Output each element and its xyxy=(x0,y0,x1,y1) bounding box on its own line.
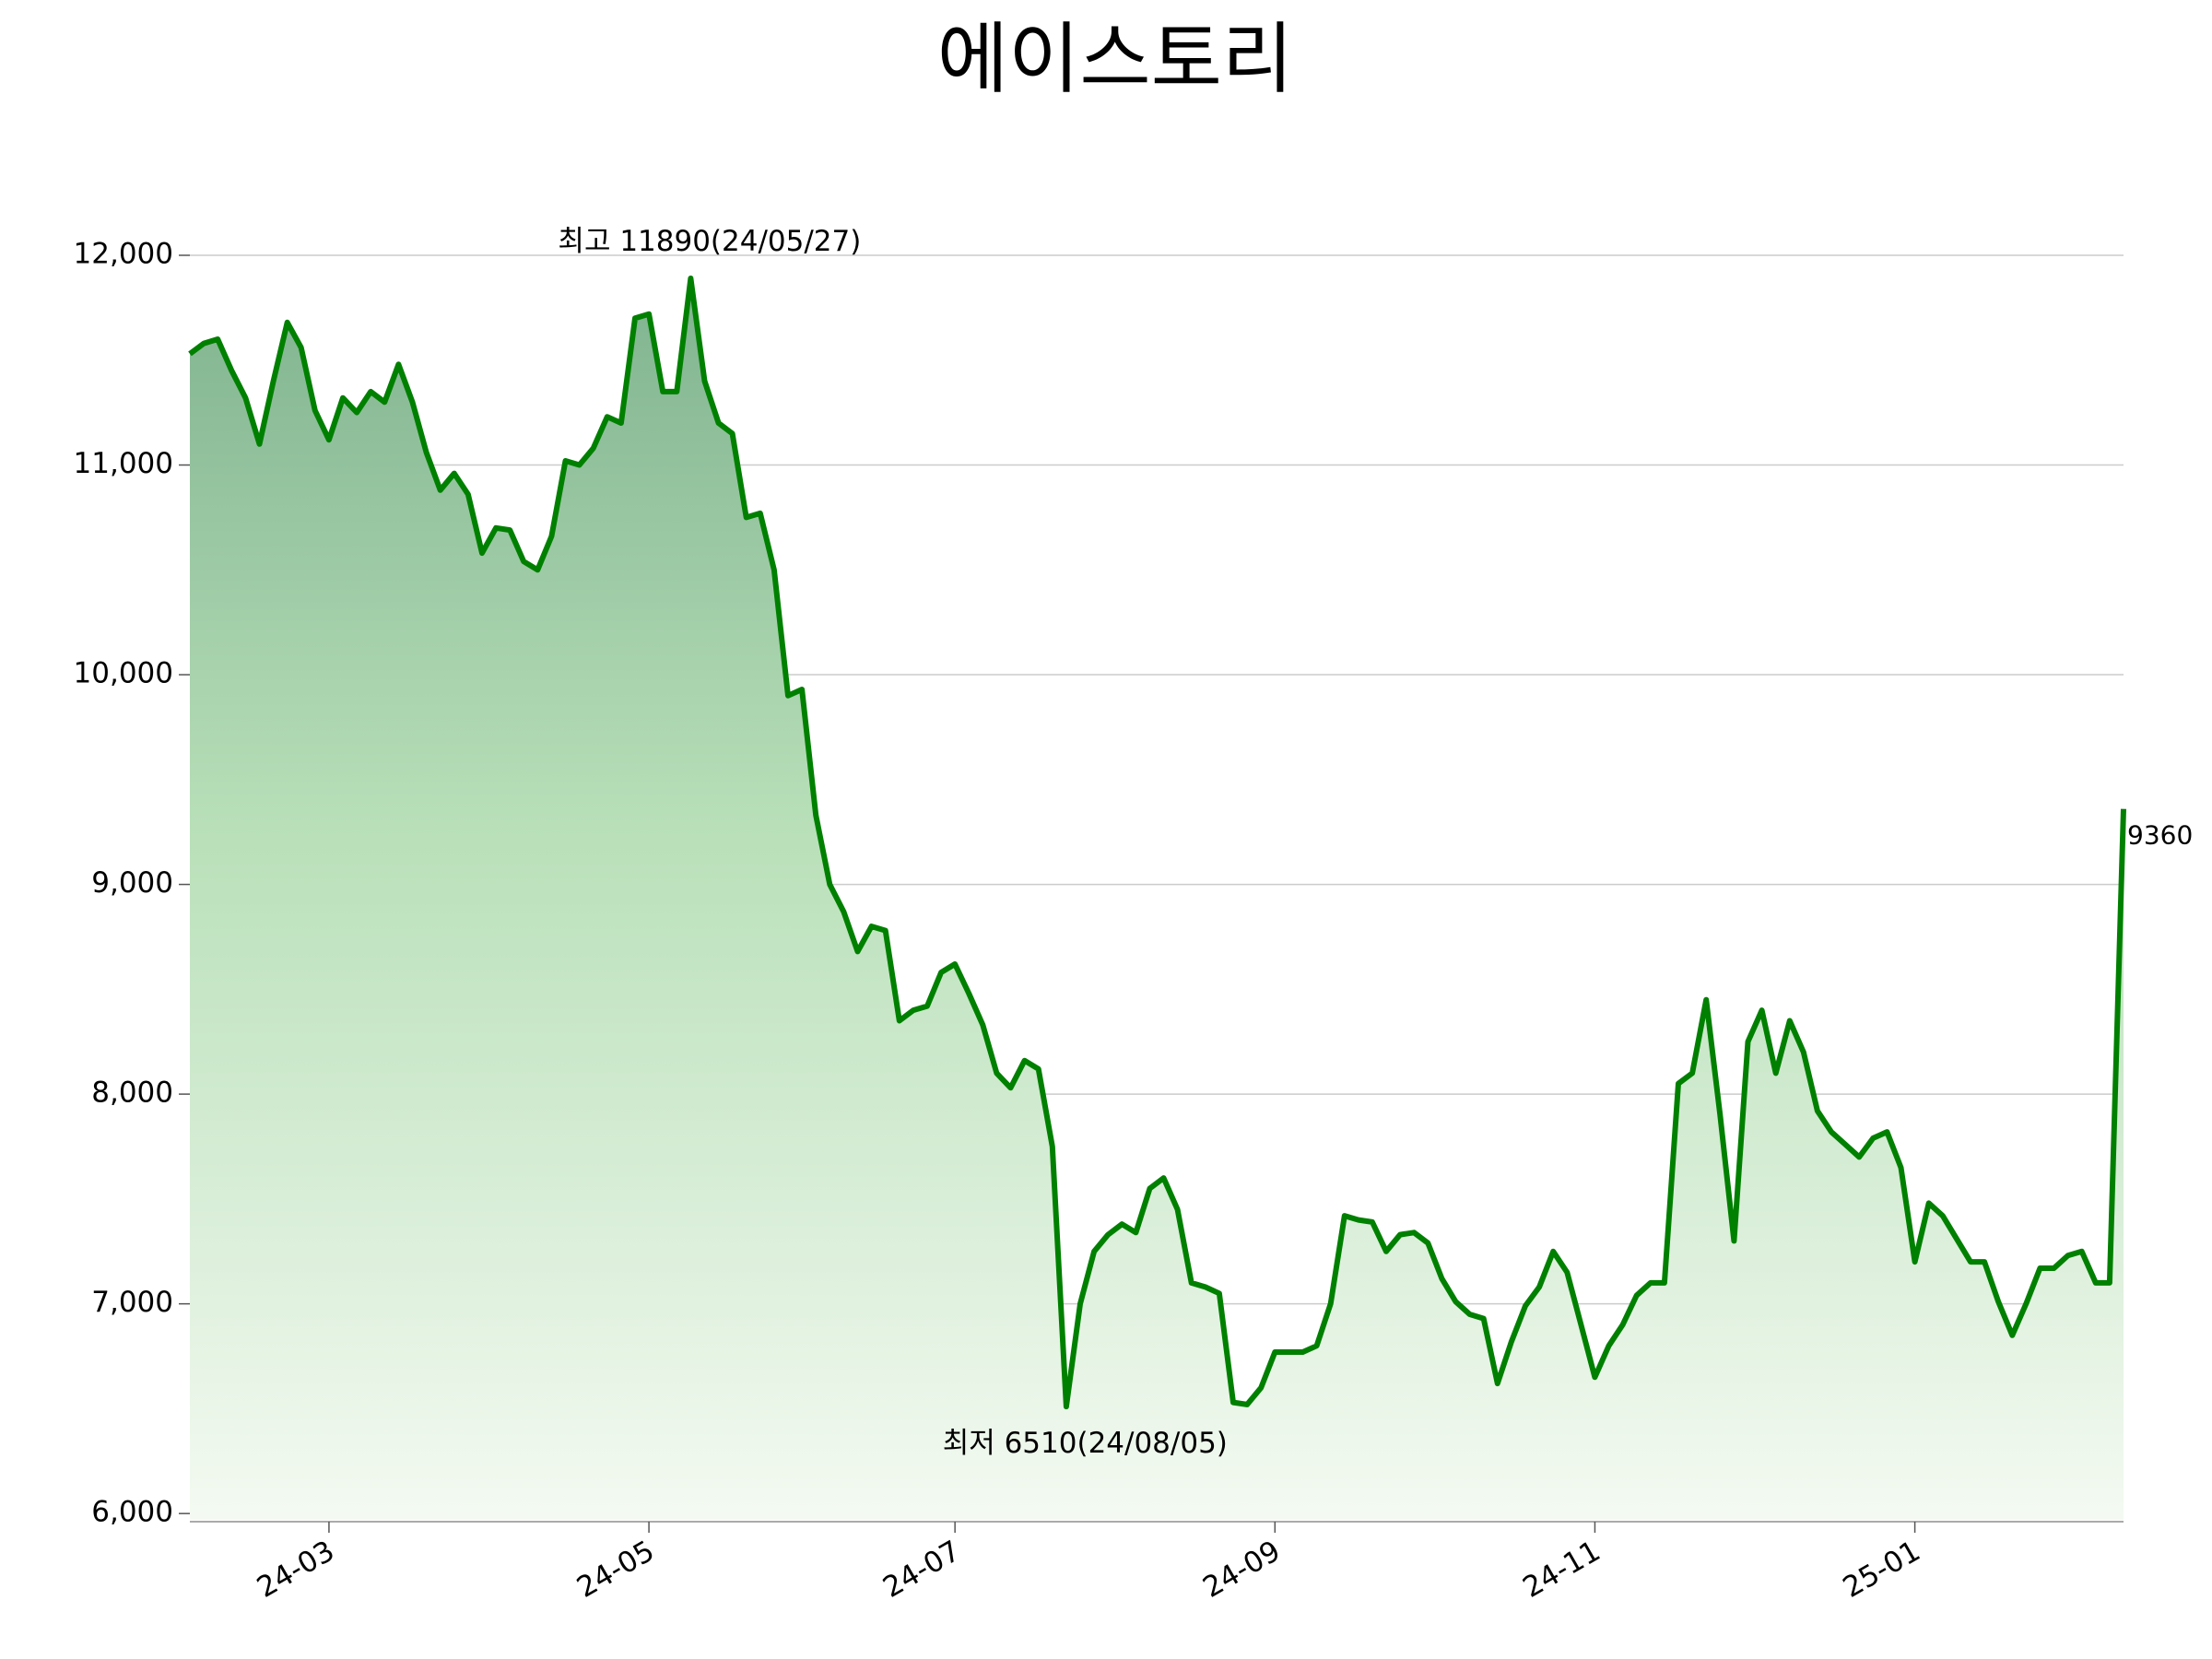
x-tick-label: 24-05 xyxy=(571,1535,660,1605)
x-tick-label: 24-11 xyxy=(1517,1535,1606,1605)
y-tick-label: 12,000 xyxy=(74,238,173,271)
annotation-min: 최저 6510(24/08/05) xyxy=(943,1427,1228,1460)
value-label: 9360 xyxy=(2127,820,2193,851)
line xyxy=(188,276,2126,1410)
y-tick-label: 11,000 xyxy=(74,447,173,480)
y-tick-label: 10,000 xyxy=(74,657,173,690)
x-tick-label: 24-07 xyxy=(877,1535,966,1605)
y-tick-label: 9,000 xyxy=(91,866,173,900)
x-tick-label: 25-01 xyxy=(1838,1535,1926,1605)
y-tick-label: 6,000 xyxy=(91,1496,173,1529)
area xyxy=(190,278,2124,1520)
annotation-max: 최고 11890(24/05/27) xyxy=(558,225,861,258)
chart-title: 에이스토리 xyxy=(937,14,1293,104)
y-tick-label: 7,000 xyxy=(91,1286,173,1319)
x-tick-label: 24-09 xyxy=(1197,1535,1286,1605)
x-tick-label: 24-03 xyxy=(252,1535,340,1605)
y-tick-label: 8,000 xyxy=(91,1077,173,1110)
